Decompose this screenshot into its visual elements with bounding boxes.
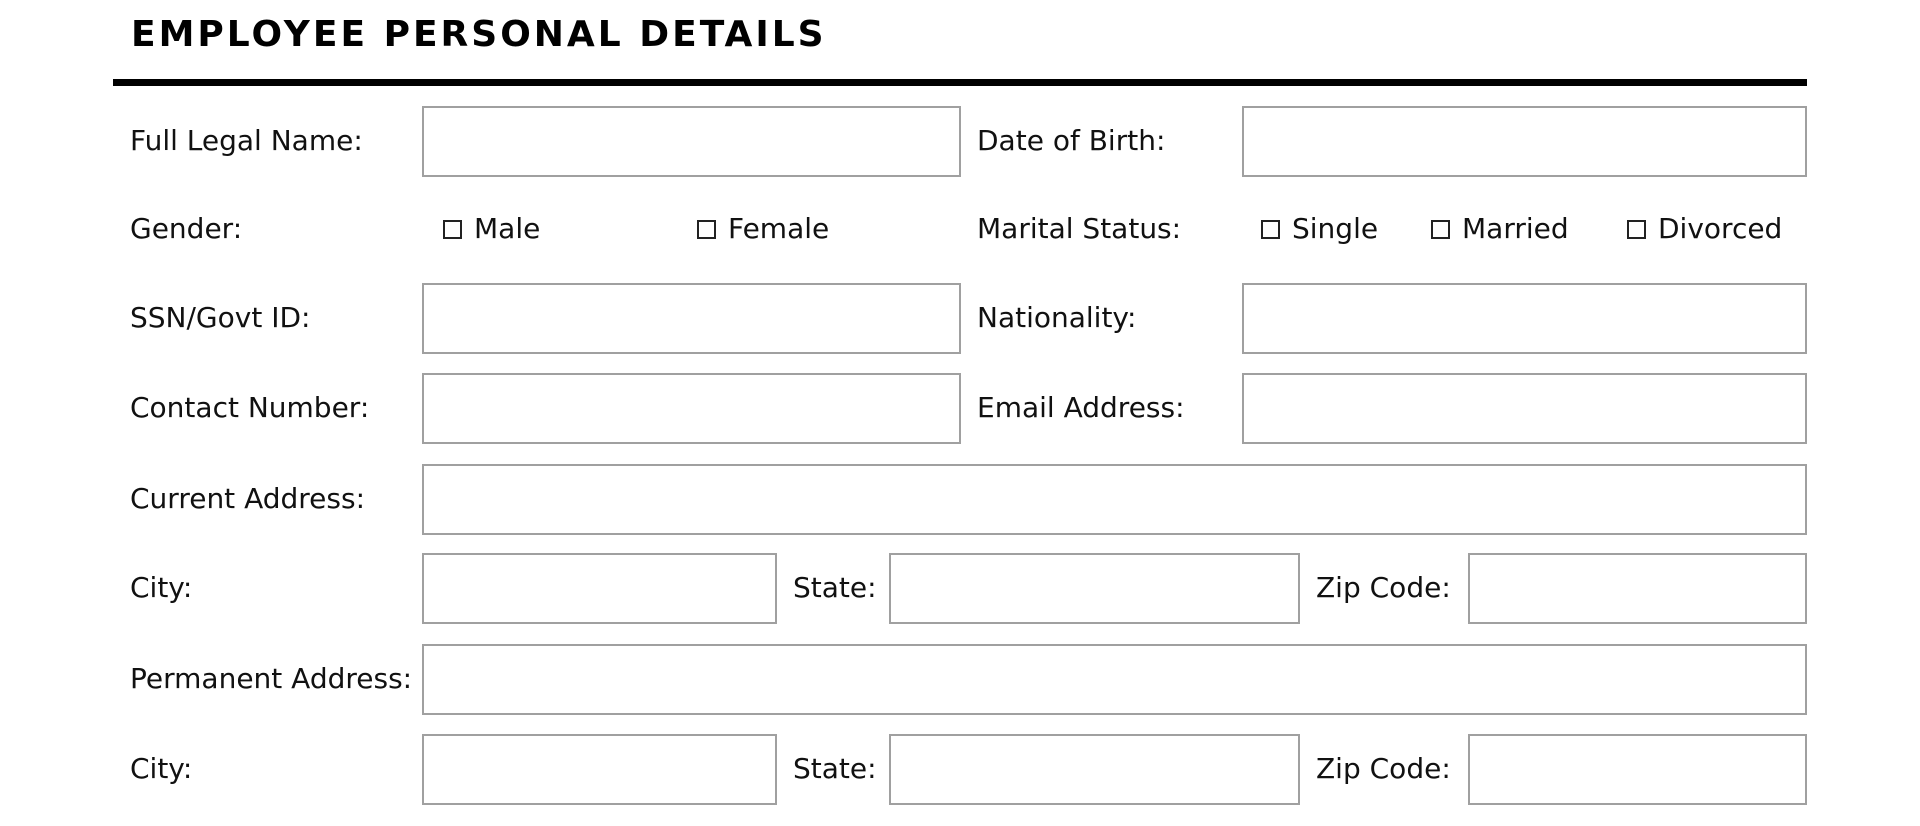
gender-label: Gender: (130, 212, 243, 245)
marital-divorced-checkbox[interactable]: Divorced (1627, 212, 1782, 246)
nationality-label: Nationality: (977, 301, 1137, 334)
title-divider (113, 79, 1807, 86)
checkbox-icon (1431, 219, 1450, 239)
option-label: Married (1462, 212, 1569, 245)
permanent-city-input[interactable] (422, 734, 777, 805)
permanent-state-label: State: (793, 752, 877, 785)
email-input[interactable] (1242, 373, 1807, 444)
gender-male-checkbox[interactable]: Male (443, 212, 540, 246)
current-city-input[interactable] (422, 553, 777, 624)
current-state-label: State: (793, 571, 877, 604)
permanent-city-label: City: (130, 752, 193, 785)
option-label: Divorced (1658, 212, 1783, 245)
dob-label: Date of Birth: (977, 124, 1166, 157)
permanent-zip-input[interactable] (1468, 734, 1807, 805)
dob-input[interactable] (1242, 106, 1807, 177)
ssn-label: SSN/Govt ID: (130, 301, 311, 334)
checkbox-icon (697, 219, 716, 239)
email-label: Email Address: (977, 391, 1185, 424)
checkbox-icon (1627, 219, 1646, 239)
contact-input[interactable] (422, 373, 961, 444)
full-name-label: Full Legal Name: (130, 124, 363, 157)
current-address-label: Current Address: (130, 482, 366, 515)
marital-single-checkbox[interactable]: Single (1261, 212, 1378, 246)
gender-female-checkbox[interactable]: Female (697, 212, 829, 246)
option-label: Female (728, 212, 830, 245)
permanent-address-label: Permanent Address: (130, 662, 413, 695)
full-name-input[interactable] (422, 106, 961, 177)
current-address-input[interactable] (422, 464, 1807, 535)
permanent-zip-label: Zip Code: (1316, 752, 1451, 785)
form-title: EMPLOYEE PERSONAL DETAILS (131, 14, 827, 55)
checkbox-icon (443, 219, 462, 239)
current-zip-label: Zip Code: (1316, 571, 1451, 604)
marital-married-checkbox[interactable]: Married (1431, 212, 1569, 246)
contact-label: Contact Number: (130, 391, 370, 424)
option-label: Single (1292, 212, 1379, 245)
ssn-input[interactable] (422, 283, 961, 354)
permanent-state-input[interactable] (889, 734, 1300, 805)
current-zip-input[interactable] (1468, 553, 1807, 624)
current-state-input[interactable] (889, 553, 1300, 624)
nationality-input[interactable] (1242, 283, 1807, 354)
current-city-label: City: (130, 571, 193, 604)
permanent-address-input[interactable] (422, 644, 1807, 715)
marital-status-label: Marital Status: (977, 212, 1182, 245)
checkbox-icon (1261, 219, 1280, 239)
option-label: Male (474, 212, 541, 245)
